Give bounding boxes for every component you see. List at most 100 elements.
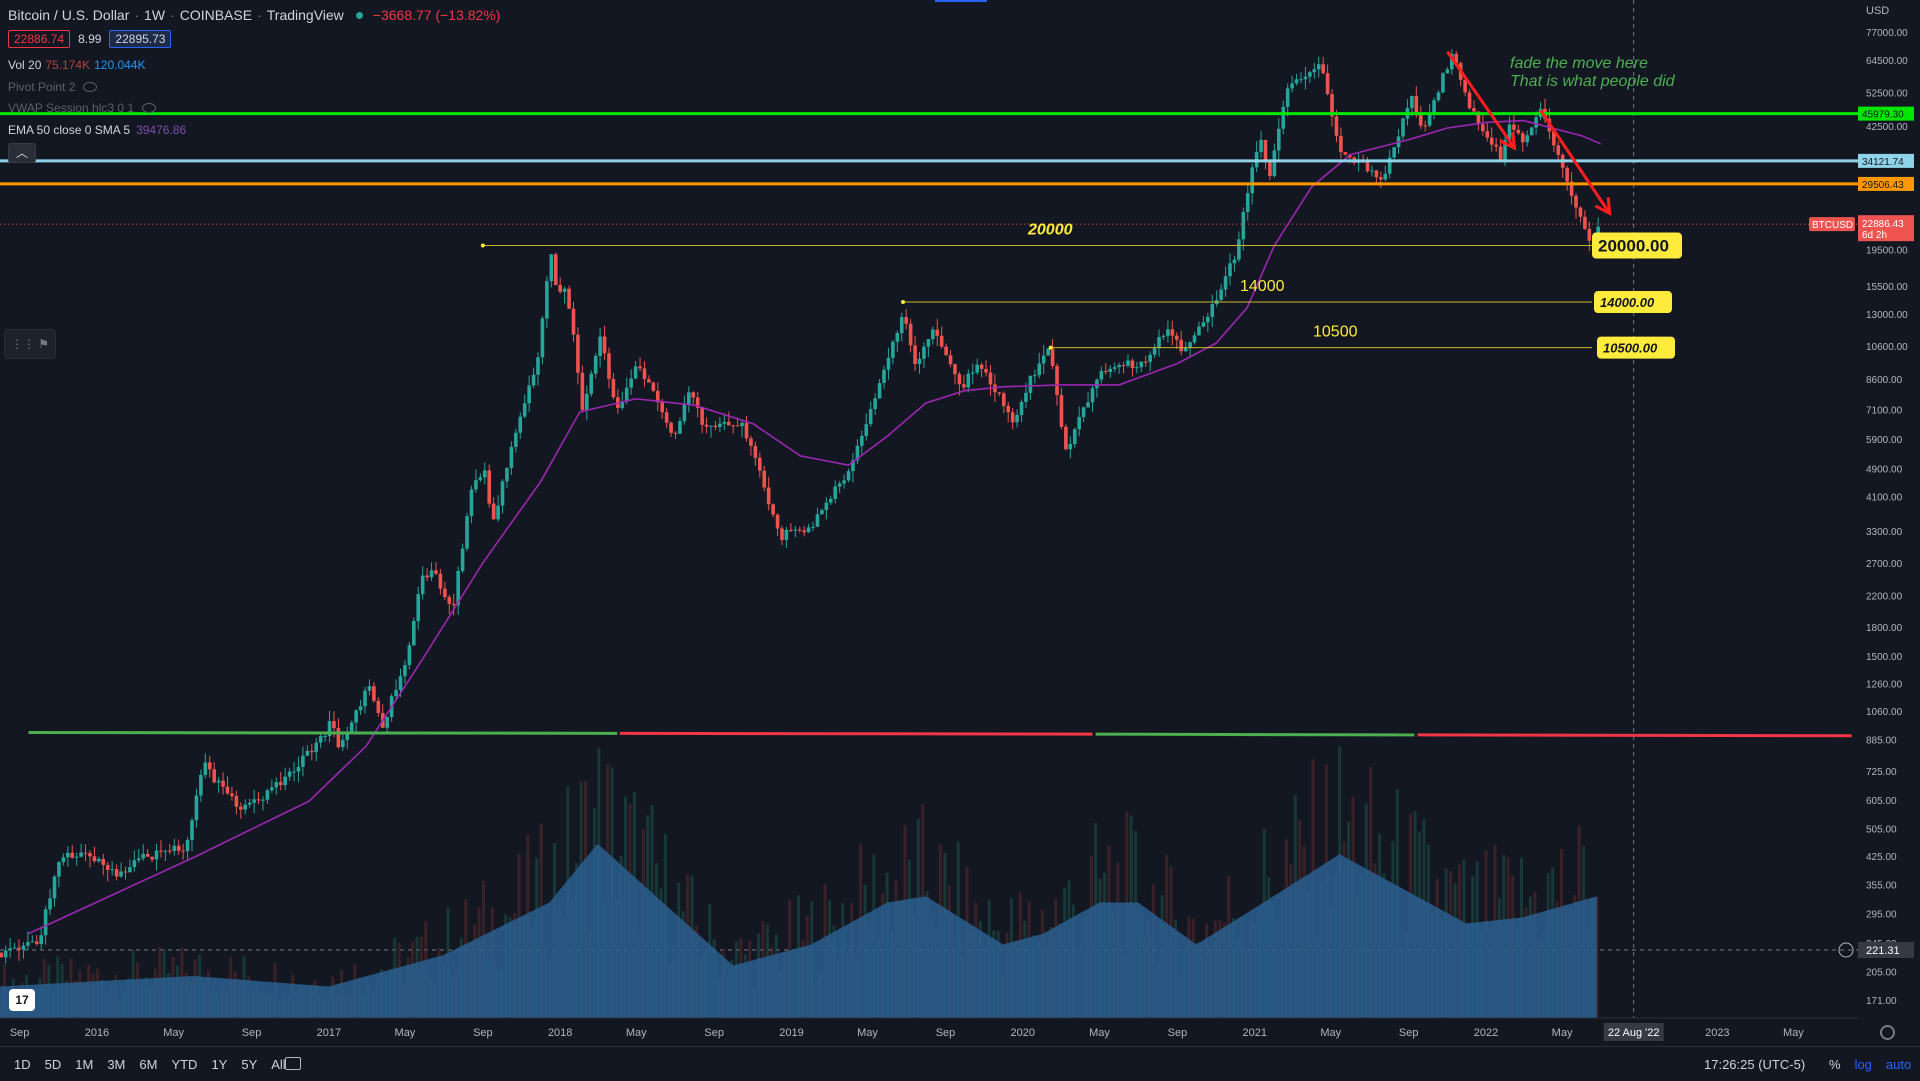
candle-body <box>128 867 132 873</box>
candle-body <box>789 529 793 531</box>
range-button-5y[interactable]: 5Y <box>241 1057 258 1072</box>
candle-body <box>336 728 341 748</box>
candle-body <box>749 438 753 446</box>
candle-body <box>345 732 350 741</box>
candle-body <box>1117 364 1121 368</box>
candle-body <box>1489 137 1494 145</box>
indicator-vwap[interactable]: VWAP Session hlc3 0 1 <box>8 101 157 115</box>
candle-body <box>1068 443 1073 450</box>
candle-body <box>793 529 798 531</box>
candle-body <box>296 766 301 772</box>
down-arrow[interactable] <box>1539 109 1611 215</box>
range-button-1m[interactable]: 1M <box>75 1057 94 1072</box>
candle-body <box>482 470 487 478</box>
hidden-eye-icon[interactable] <box>142 103 157 113</box>
candle-body <box>407 645 412 666</box>
candle-body <box>558 284 562 292</box>
range-button-ytd[interactable]: YTD <box>171 1057 198 1072</box>
ray-anchor[interactable] <box>480 243 485 248</box>
candle-body <box>1197 326 1201 336</box>
candle-body <box>1343 152 1348 155</box>
range-button-1y[interactable]: 1Y <box>211 1057 228 1072</box>
candle-body <box>496 505 500 520</box>
candle-body <box>1512 124 1516 130</box>
candle-body <box>975 364 979 373</box>
range-button-5d[interactable]: 5D <box>44 1057 62 1072</box>
support-segment-red[interactable] <box>1417 733 1852 738</box>
support-segment-green[interactable] <box>28 731 618 735</box>
candle-body <box>580 372 585 410</box>
active-tab-indicator <box>935 0 987 2</box>
candle-body <box>518 416 523 433</box>
candle-body <box>487 470 492 504</box>
candle-body <box>159 850 163 852</box>
support-segment-red[interactable] <box>619 731 1093 736</box>
exchange: COINBASE <box>179 7 253 23</box>
ask-price[interactable]: 22895.73 <box>109 30 172 48</box>
symbol-name[interactable]: Bitcoin / U.S. Dollar <box>8 7 130 23</box>
indicator-pivot[interactable]: Pivot Point 2 <box>8 80 98 94</box>
candle-body <box>367 686 372 691</box>
support-segment-green[interactable] <box>1095 732 1415 737</box>
clock[interactable]: 17:26:25 (UTC-5) <box>1704 1057 1806 1072</box>
range-button-6m[interactable]: 6M <box>139 1057 158 1072</box>
candle-body <box>123 871 128 873</box>
candle-body <box>119 871 123 877</box>
ray-anchor[interactable] <box>901 300 906 305</box>
candle-body <box>1552 131 1556 146</box>
currency-selector[interactable]: USD <box>1866 5 1890 17</box>
x-tick-label: 2020 <box>1011 1027 1035 1039</box>
candle-body <box>740 422 744 427</box>
indicator-volume[interactable]: Vol 20 75.174K 120.044K <box>8 58 145 72</box>
y-tick-label: 3300.00 <box>1866 527 1903 538</box>
candle-body <box>1272 150 1277 177</box>
volume-ma-area <box>0 843 1597 1018</box>
candle-body <box>758 457 762 471</box>
price-axis[interactable] <box>1858 0 1920 1046</box>
log-scale-button[interactable]: log <box>1854 1057 1872 1072</box>
collapse-indicators-button[interactable]: ︿ <box>8 143 36 163</box>
down-arrow[interactable] <box>1446 50 1516 149</box>
bid-price[interactable]: 22886.74 <box>8 30 71 48</box>
candle-body <box>172 845 177 851</box>
calendar-icon[interactable] <box>285 1057 301 1070</box>
add-alert-icon[interactable] <box>1838 942 1854 958</box>
candle-body <box>753 445 758 458</box>
percent-scale-button[interactable]: % <box>1829 1057 1841 1072</box>
candle-body <box>451 603 456 606</box>
candle-body <box>114 869 119 877</box>
time-axis[interactable] <box>0 1019 1858 1046</box>
hidden-eye-icon[interactable] <box>83 82 98 92</box>
candle-body <box>66 852 70 858</box>
candle-body <box>394 690 398 697</box>
candle-body <box>882 369 886 383</box>
drawing-toolbar-handle[interactable]: ⋮⋮ ⚑ <box>4 329 56 359</box>
gear-icon[interactable] <box>1880 1025 1895 1040</box>
auto-scale-button[interactable]: auto <box>1885 1057 1912 1072</box>
range-button-1d[interactable]: 1D <box>14 1057 31 1072</box>
candle-body <box>624 387 629 402</box>
bottom-toolbar: 1D 5D 1M 3M 6M YTD 1Y 5Y All 17:26:25 (UTC-5) % … <box>0 1046 1920 1081</box>
y-tick-label: 2700.00 <box>1866 559 1903 570</box>
candle-body <box>642 368 647 380</box>
candle-body <box>239 806 243 810</box>
candle-body <box>43 909 48 936</box>
candle-body <box>469 489 474 517</box>
range-button-3m[interactable]: 3M <box>107 1057 126 1072</box>
candle-body <box>828 498 833 503</box>
x-tick-label: Sep <box>1399 1027 1419 1039</box>
candle-body <box>478 477 483 481</box>
candle-body <box>1445 69 1450 74</box>
candle-body <box>1520 133 1525 143</box>
interval[interactable]: 1W <box>144 7 166 23</box>
candle-body <box>744 422 749 439</box>
candle-body <box>562 288 567 292</box>
indicator-ema[interactable]: EMA 50 close 0 SMA 5 39476.86 <box>8 123 186 137</box>
range-button-all[interactable]: All <box>271 1057 286 1072</box>
candle-body <box>358 706 363 711</box>
crosshair-price-badge <box>1858 942 1914 958</box>
ray-anchor[interactable] <box>1048 345 1053 350</box>
x-tick-label: May <box>163 1027 184 1039</box>
candle-body <box>0 952 4 958</box>
